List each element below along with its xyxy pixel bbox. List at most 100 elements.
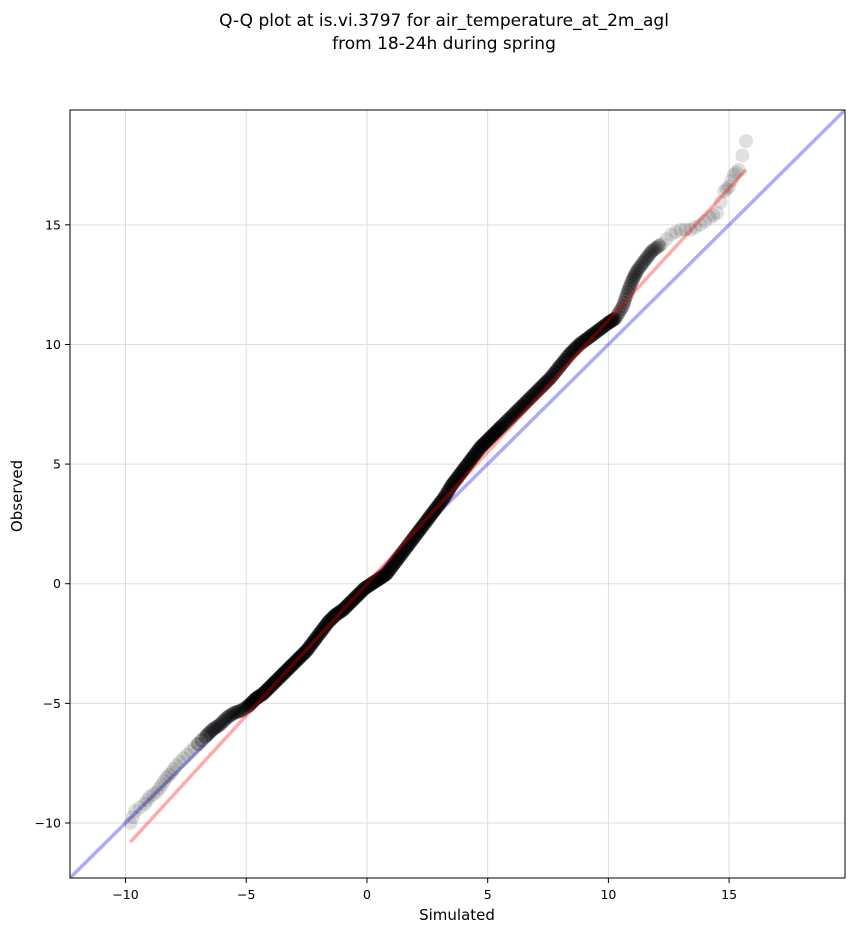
data-point xyxy=(713,195,728,210)
plot-marks xyxy=(70,110,845,878)
data-point xyxy=(205,722,220,737)
y-tick-label: −5 xyxy=(43,696,61,711)
data-point xyxy=(194,733,209,748)
data-point xyxy=(214,716,229,731)
data-point xyxy=(172,754,187,769)
data-point xyxy=(702,210,717,225)
data-point xyxy=(644,244,659,259)
data-point xyxy=(161,768,176,783)
x-tick-label: 5 xyxy=(484,887,492,902)
x-axis-label: Simulated xyxy=(419,906,495,924)
data-point xyxy=(198,729,213,744)
data-point xyxy=(618,292,633,307)
data-point xyxy=(137,796,152,811)
data-point xyxy=(693,217,708,232)
y-axis-label: Observed xyxy=(8,460,26,532)
chart-title-line-1: Q-Q plot at is.vi.3797 for air_temperatu… xyxy=(219,11,669,31)
data-point xyxy=(627,268,642,283)
data-point xyxy=(664,227,679,242)
data-point xyxy=(176,751,191,766)
data-point xyxy=(154,777,169,792)
data-point xyxy=(735,148,750,163)
data-point xyxy=(729,165,744,180)
data-point xyxy=(209,720,224,735)
data-point xyxy=(157,774,172,789)
plot-frame xyxy=(69,109,846,879)
data-point xyxy=(617,295,632,310)
data-point xyxy=(697,214,712,229)
data-point xyxy=(219,710,234,725)
data-point xyxy=(201,726,216,741)
data-point xyxy=(678,222,693,237)
data-point xyxy=(659,232,674,247)
data-point xyxy=(128,804,143,819)
data-point xyxy=(639,251,654,266)
data-point xyxy=(726,167,741,182)
data-point xyxy=(230,704,245,719)
data-point xyxy=(166,762,181,777)
data-point xyxy=(140,793,155,808)
fit-line xyxy=(129,168,748,844)
data-point xyxy=(624,275,639,290)
y-tick-label: 10 xyxy=(45,337,61,352)
data-point xyxy=(210,719,225,734)
grid-lines xyxy=(70,110,845,878)
x-tick-label: 0 xyxy=(363,887,371,902)
data-point xyxy=(227,705,242,720)
y-tick-label: 15 xyxy=(45,217,61,232)
data-point xyxy=(706,208,721,223)
data-point xyxy=(633,258,648,273)
data-point xyxy=(615,299,630,314)
data-point xyxy=(221,709,236,724)
data-point xyxy=(621,281,636,296)
data-point xyxy=(218,712,233,727)
y-tick-label: −10 xyxy=(35,815,61,830)
x-tick-label: −5 xyxy=(237,887,255,902)
data-point xyxy=(169,758,184,773)
data-point xyxy=(719,181,734,196)
data-point xyxy=(612,305,627,320)
data-point xyxy=(606,312,621,327)
data-point xyxy=(652,238,667,253)
data-point xyxy=(123,815,138,830)
data-point xyxy=(183,744,198,759)
data-point xyxy=(673,222,688,237)
data-point xyxy=(190,737,205,752)
data-point xyxy=(626,270,641,285)
data-point xyxy=(125,809,140,824)
data-point xyxy=(207,721,222,736)
data-point xyxy=(649,240,664,255)
chart-title-line-2: from 18-24h during spring xyxy=(332,34,556,54)
data-point xyxy=(619,288,634,303)
data-point xyxy=(142,789,157,804)
data-point xyxy=(722,179,737,194)
data-point xyxy=(635,256,650,271)
data-point xyxy=(608,311,623,326)
y-tick-label: 0 xyxy=(53,576,61,591)
data-point xyxy=(610,308,625,323)
data-point xyxy=(641,248,656,263)
data-point xyxy=(647,242,662,257)
data-point xyxy=(159,770,174,785)
data-point xyxy=(203,724,218,739)
data-point xyxy=(731,162,746,177)
data-point xyxy=(623,278,638,293)
data-point xyxy=(164,765,179,780)
data-point xyxy=(629,265,644,280)
axis-ticks: −10 −5 0 5 10 15 −10 −5 0 5 10 15 xyxy=(35,217,737,902)
data-point xyxy=(149,784,164,799)
x-tick-label: 15 xyxy=(721,887,737,902)
data-point xyxy=(625,272,640,287)
data-point xyxy=(683,222,698,237)
x-tick-label: 10 xyxy=(600,887,616,902)
data-point xyxy=(228,705,243,720)
data-point xyxy=(724,173,739,188)
data-point xyxy=(614,302,629,317)
data-point xyxy=(180,747,195,762)
identity-line xyxy=(70,110,845,878)
data-point xyxy=(223,708,238,723)
data-point xyxy=(637,253,652,268)
data-point xyxy=(225,707,240,722)
data-point xyxy=(710,205,725,220)
